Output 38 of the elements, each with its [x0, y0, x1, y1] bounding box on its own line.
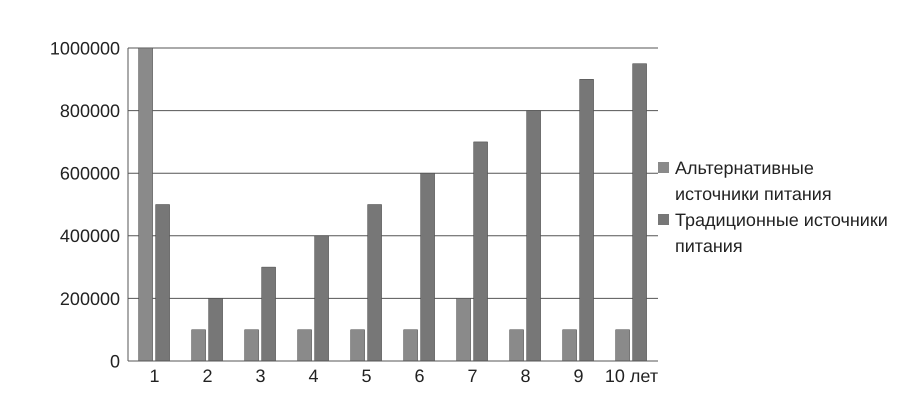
bar [244, 329, 259, 361]
bar [297, 329, 312, 361]
x-tick-label: 1 [149, 366, 160, 386]
bar [208, 298, 223, 361]
bar [314, 236, 329, 361]
y-tick-label: 200000 [60, 288, 120, 309]
bar [473, 142, 488, 361]
x-tick-label: 7 [467, 366, 478, 386]
bar [420, 172, 435, 361]
bar [155, 204, 170, 361]
y-tick-label: 1000000 [50, 38, 120, 58]
x-tick-label: 3 [255, 366, 266, 386]
x-tick-label: 6 [414, 366, 425, 386]
bar [632, 63, 647, 361]
bar [350, 329, 365, 361]
bar [615, 329, 630, 361]
y-tick-label: 0 [110, 351, 120, 372]
bar [191, 329, 206, 361]
x-tick-label: 5 [361, 366, 372, 386]
bar [261, 266, 276, 361]
bar [456, 298, 471, 361]
x-tick-label: 9 [573, 366, 584, 386]
y-tick-label: 400000 [60, 226, 120, 246]
y-tick-label: 600000 [60, 164, 120, 184]
x-tick-label: 2 [202, 366, 213, 386]
x-tick-label: 4 [308, 366, 319, 386]
x-tick-label: 8 [520, 366, 531, 386]
bar [579, 79, 594, 361]
bar [367, 204, 382, 361]
bar [403, 329, 418, 361]
bar [509, 329, 524, 361]
legend-label: Традиционные источники питания [675, 209, 888, 258]
legend-label: Альтернативные источники питания [675, 157, 833, 206]
y-tick-label: 800000 [60, 100, 120, 121]
bar [138, 48, 153, 361]
x-tick-label: 10 лет [604, 366, 658, 386]
bar [526, 110, 541, 361]
bar [562, 329, 577, 361]
